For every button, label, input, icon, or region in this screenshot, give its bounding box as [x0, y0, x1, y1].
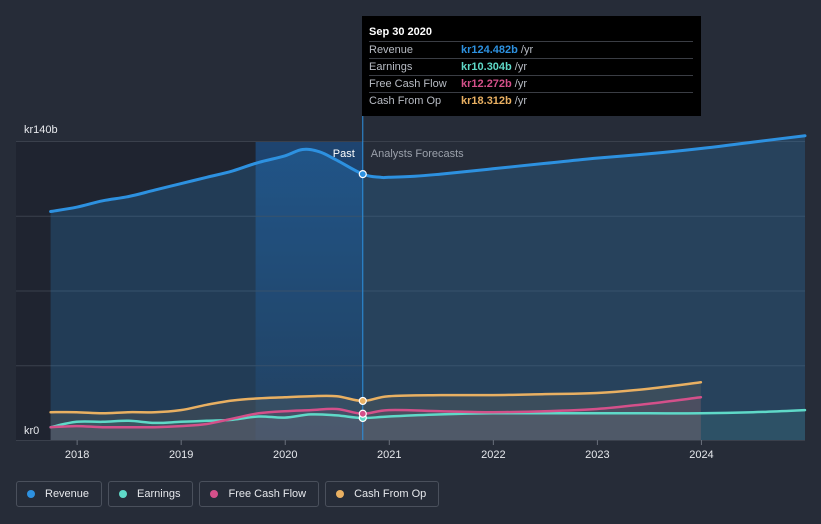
legend-item-cash-from-op[interactable]: Cash From Op — [325, 481, 440, 507]
x-tick-label: 2018 — [65, 449, 89, 461]
legend-label: Free Cash Flow — [228, 488, 307, 500]
earnings-line — [49, 408, 807, 429]
tooltip-row-value: kr18.312b — [461, 95, 512, 107]
legend-item-free-cash-flow[interactable]: Free Cash Flow — [199, 481, 320, 507]
tooltip-row-earnings: Earnings kr10.304b /yr — [369, 58, 693, 75]
legend-dot-icon — [336, 490, 345, 498]
legend-item-revenue[interactable]: Revenue — [16, 481, 103, 507]
tooltip-row-revenue: Revenue kr124.482b /yr — [369, 41, 693, 58]
tooltip-row-name: Revenue — [369, 44, 414, 56]
tooltip-row-value: kr12.272b — [461, 78, 512, 90]
tooltip-row-free-cash-flow: Free Cash Flow kr12.272b /yr — [369, 75, 693, 92]
tooltip-row-unit: /yr — [520, 44, 534, 56]
legend-label: Cash From Op — [354, 488, 427, 500]
series-areas — [50, 135, 806, 440]
legend-dot-icon — [27, 490, 35, 498]
x-tick-label: 2022 — [481, 449, 505, 461]
y-axis-top-label: kr140b — [24, 124, 58, 136]
forecast-label: Analysts Forecasts — [371, 148, 464, 160]
legend-dot-icon — [119, 490, 128, 498]
revenue-line — [49, 134, 807, 213]
x-tick-label: 2019 — [169, 449, 193, 461]
tooltip-date: Sep 30 2020 — [369, 26, 432, 38]
tooltip-row-unit: /yr — [514, 95, 527, 107]
tooltip-row-name: Cash From Op — [369, 95, 442, 107]
tooltip-row-cash-from-op: Cash From Op kr18.312b /yr — [369, 92, 693, 109]
tooltip-row-unit: /yr — [514, 78, 527, 90]
x-tick-label: 2021 — [377, 449, 401, 461]
past-label: Past — [333, 148, 355, 160]
series-lines — [49, 134, 807, 429]
tooltip-row-name: Free Cash Flow — [369, 78, 447, 90]
tooltip-row-value: kr124.482b — [461, 44, 518, 56]
revenue-marker — [358, 170, 367, 179]
tooltip-row-unit: /yr — [514, 61, 527, 73]
legend-label: Earnings — [137, 488, 181, 500]
x-tick-label: 2023 — [585, 449, 609, 461]
cash-from-op-line — [49, 381, 703, 415]
cash-from-op-marker — [358, 396, 367, 406]
tooltip-row-name: Earnings — [369, 61, 413, 73]
hover-markers — [358, 170, 367, 423]
free-cash-flow-marker — [358, 409, 367, 418]
revenue-area — [50, 135, 806, 440]
tooltip: Sep 30 2020 Revenue kr124.482b /yr Earni… — [362, 16, 701, 116]
x-axis-ticks: 2018 2019 2020 2021 2022 2023 2024 — [65, 440, 714, 461]
x-tick-label: 2024 — [689, 449, 713, 461]
legend-label: Revenue — [45, 488, 90, 500]
x-tick-label: 2020 — [273, 449, 297, 461]
y-axis-bottom-label: kr0 — [24, 425, 39, 437]
tooltip-row-value: kr10.304b — [461, 61, 512, 73]
free-cash-flow-line — [49, 396, 703, 429]
legend-item-earnings[interactable]: Earnings — [108, 481, 194, 507]
legend: Revenue Earnings Free Cash Flow Cash Fro… — [16, 481, 440, 507]
earnings-area — [50, 410, 806, 440]
grid-lines — [16, 141, 805, 441]
legend-dot-icon — [210, 490, 219, 498]
